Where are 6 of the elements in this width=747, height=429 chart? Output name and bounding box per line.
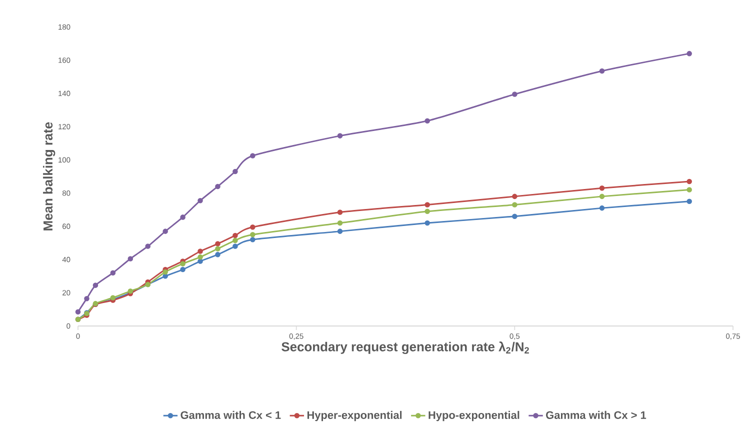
x-axis-title: Secondary request generation rate λ$_{2}$/N$_{2}$ — [282, 342, 529, 354]
legend-label: Gamma with Cx > 1 — [546, 410, 646, 419]
legend-label: Hyper-exponential — [307, 410, 402, 422]
legend-label: Gamma with Cx < 1 — [180, 410, 281, 419]
y-axis-title: Mean balking rate — [43, 122, 56, 230]
legend-label: Hypo-exponential — [428, 410, 520, 422]
